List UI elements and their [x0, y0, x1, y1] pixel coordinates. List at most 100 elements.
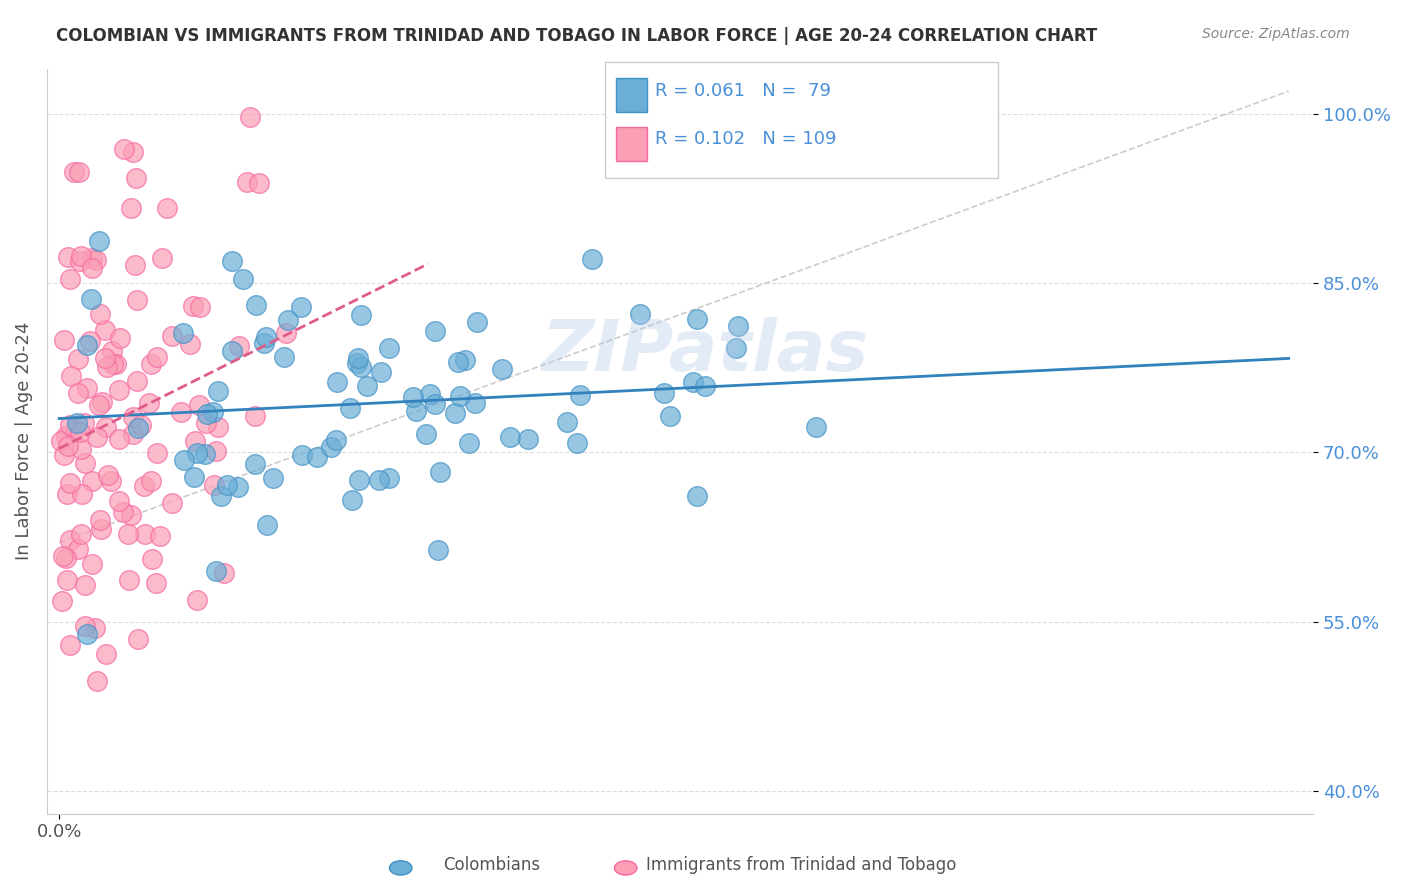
Point: [150, 251, 173, 265]
Point: [66, 416, 89, 430]
Point: [120, 508, 142, 522]
Point: [107, 494, 129, 508]
Point: [326, 375, 349, 389]
Point: [100, 475, 122, 489]
Point: [368, 473, 391, 487]
Point: [124, 258, 146, 272]
Point: [129, 418, 152, 433]
Point: [59, 418, 82, 433]
Point: [112, 505, 135, 519]
Point: [346, 351, 368, 366]
Point: [423, 397, 446, 411]
Point: [80, 252, 103, 266]
Point: [67, 351, 90, 366]
Point: [686, 489, 709, 503]
Point: [84, 253, 107, 268]
Point: [86, 430, 108, 444]
Point: [423, 325, 446, 339]
Point: [454, 352, 477, 367]
Point: [69, 254, 91, 268]
Point: [169, 405, 191, 419]
Point: [108, 384, 131, 398]
Point: [127, 293, 149, 308]
Point: [56, 250, 79, 264]
Point: [204, 443, 226, 458]
Point: [73, 416, 96, 430]
Point: [55, 550, 77, 565]
Point: [517, 432, 540, 446]
Point: [273, 350, 295, 364]
Point: [245, 457, 267, 471]
Point: [447, 355, 470, 369]
Point: [94, 351, 117, 366]
Point: [427, 543, 450, 558]
Point: [80, 474, 103, 488]
Point: [86, 674, 108, 689]
Point: [51, 594, 73, 608]
Point: [117, 527, 139, 541]
Point: [73, 457, 96, 471]
Point: [221, 253, 243, 268]
Point: [228, 480, 250, 494]
Text: ZIPatlas: ZIPatlas: [541, 318, 869, 386]
Point: [145, 576, 167, 591]
Text: Colombians: Colombians: [443, 855, 541, 873]
Point: [652, 386, 675, 401]
Text: COLOMBIAN VS IMMIGRANTS FROM TRINIDAD AND TOBAGO IN LABOR FORCE | AGE 20-24 CORR: COLOMBIAN VS IMMIGRANTS FROM TRINIDAD AN…: [56, 27, 1098, 45]
Point: [186, 446, 208, 460]
Point: [443, 406, 465, 420]
Point: [569, 387, 592, 401]
Point: [66, 541, 89, 556]
Point: [195, 408, 218, 422]
Point: [94, 648, 117, 662]
Point: [183, 469, 205, 483]
Point: [56, 574, 79, 588]
Point: [138, 396, 160, 410]
Point: [79, 334, 101, 348]
Point: [93, 323, 115, 337]
Point: [202, 477, 225, 491]
Point: [499, 430, 522, 444]
Point: [97, 467, 120, 482]
Point: [108, 330, 131, 344]
Point: [209, 489, 232, 503]
Point: [63, 423, 86, 437]
Point: [122, 409, 145, 424]
Point: [52, 549, 75, 564]
Point: [245, 298, 267, 312]
Point: [194, 416, 217, 430]
Point: [325, 433, 347, 447]
Point: [70, 442, 93, 457]
Point: [84, 621, 107, 635]
Point: [217, 477, 239, 491]
Point: [145, 446, 167, 460]
Point: [56, 487, 79, 501]
Point: [419, 387, 441, 401]
Point: [56, 439, 79, 453]
Point: [350, 360, 373, 375]
Point: [91, 395, 114, 409]
Point: [101, 343, 124, 358]
Point: [70, 250, 93, 264]
Point: [491, 362, 513, 376]
Point: [89, 307, 111, 321]
Point: [429, 465, 451, 479]
Point: [76, 381, 98, 395]
Point: [350, 309, 373, 323]
Point: [141, 551, 163, 566]
Point: [179, 337, 201, 351]
Text: Immigrants from Trinidad and Tobago: Immigrants from Trinidad and Tobago: [647, 855, 956, 873]
Point: [188, 300, 211, 314]
Point: [262, 471, 284, 485]
Point: [101, 357, 124, 371]
Point: [686, 312, 709, 326]
Point: [162, 495, 184, 509]
Y-axis label: In Labor Force | Age 20-24: In Labor Force | Age 20-24: [15, 322, 32, 560]
Point: [277, 312, 299, 326]
Point: [59, 272, 82, 286]
Point: [581, 252, 603, 266]
Point: [73, 619, 96, 633]
Point: [127, 421, 149, 435]
Point: [49, 434, 72, 448]
Point: [173, 453, 195, 467]
